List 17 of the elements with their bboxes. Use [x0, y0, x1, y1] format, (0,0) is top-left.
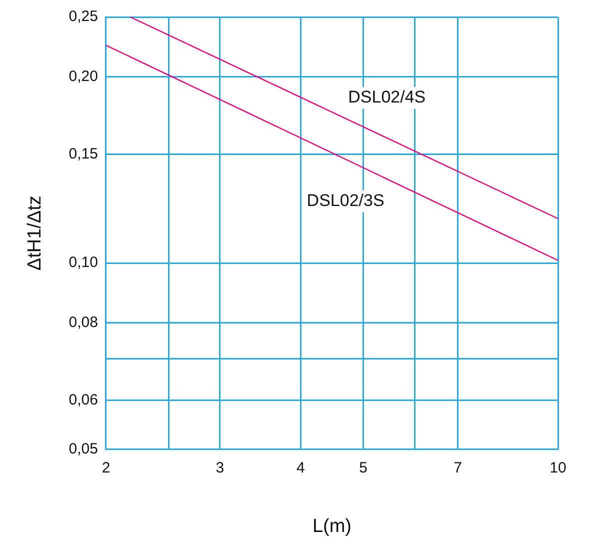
y-tick-label: 0,25	[68, 8, 98, 26]
x-tick-label: 2	[102, 459, 110, 476]
series-label: DSL02/3S	[306, 190, 384, 210]
x-tick-label: 7	[454, 459, 462, 476]
y-axis-title: ΔtH1/Δtz	[24, 196, 46, 271]
x-tick-label: 3	[216, 459, 224, 476]
y-tick-label: 0,15	[68, 145, 98, 162]
y-tick-label: 0,06	[68, 391, 98, 408]
y-tick-label: 0,05	[68, 440, 98, 458]
x-tick-label: 4	[296, 459, 305, 476]
y-tick-label: 0,08	[68, 314, 98, 332]
y-tick-label: 0,20	[68, 68, 98, 86]
x-axis-title: L(m)	[312, 516, 352, 537]
series-label: DSL02/4S	[348, 88, 426, 107]
x-tick-label: 10	[550, 459, 566, 476]
y-tick-label: 0,10	[68, 254, 98, 272]
x-tick-label: 5	[359, 459, 368, 476]
